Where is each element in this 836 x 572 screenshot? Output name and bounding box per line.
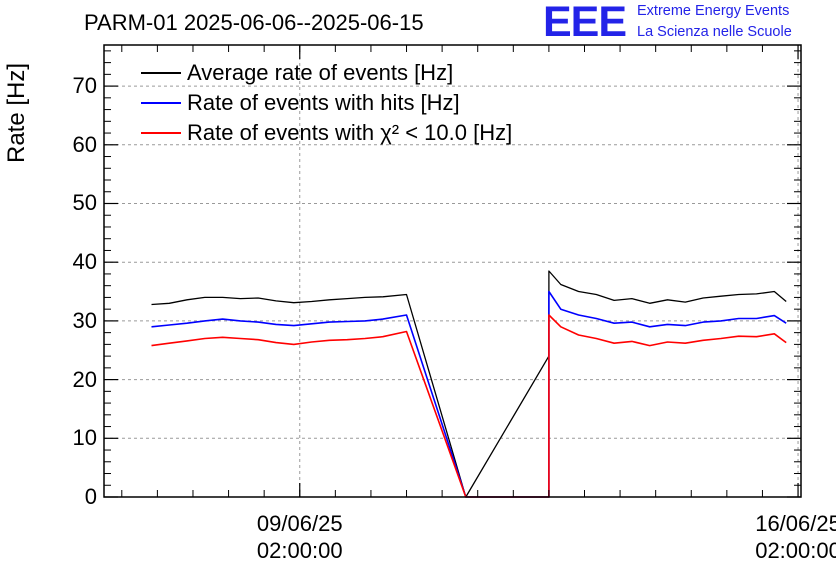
y-tick-label: 30 (72, 307, 97, 333)
logo-line-2: La Scienza nelle Scuole (637, 24, 792, 40)
legend-swatch-chi2 (141, 132, 181, 134)
series-line-average (151, 270, 787, 498)
x-tick-date: 09/06/25 (256, 511, 343, 536)
legend-swatch-hits (141, 102, 181, 104)
logo-letters: EEE (543, 0, 627, 46)
logo-line-1: Extreme Energy Events (637, 3, 790, 19)
axis-ticks (104, 45, 801, 498)
y-tick-label: 10 (72, 425, 97, 451)
x-tick-label: 16/06/25 02:00:00 (718, 510, 836, 564)
plot-frame (103, 44, 802, 498)
y-tick-label: 50 (72, 190, 97, 216)
chart-title: PARM-01 2025-06-06--2025-06-15 (84, 10, 424, 35)
legend-label-average: Average rate of events [Hz] (187, 60, 454, 85)
x-tick-date: 16/06/25 (755, 511, 836, 536)
series-lines (151, 270, 787, 498)
x-tick-time: 02:00:00 (256, 538, 343, 563)
x-tick-label: 09/06/25 02:00:00 (220, 510, 380, 564)
y-tick-label: 60 (72, 131, 97, 157)
legend-label-chi2: Rate of events with χ² < 10.0 [Hz] (187, 120, 513, 145)
y-tick-label: 40 (72, 249, 97, 275)
legend-swatch-average (141, 72, 181, 74)
grid-lines (104, 45, 801, 497)
legend-label-hits: Rate of events with hits [Hz] (187, 90, 460, 115)
series-line-hits (151, 290, 787, 498)
x-tick-time: 02:00:00 (755, 538, 836, 563)
series-line-chi2 (151, 314, 787, 498)
y-tick-label: 70 (72, 73, 97, 99)
y-tick-label: 20 (72, 366, 97, 392)
y-tick-label: 0 (84, 484, 97, 509)
